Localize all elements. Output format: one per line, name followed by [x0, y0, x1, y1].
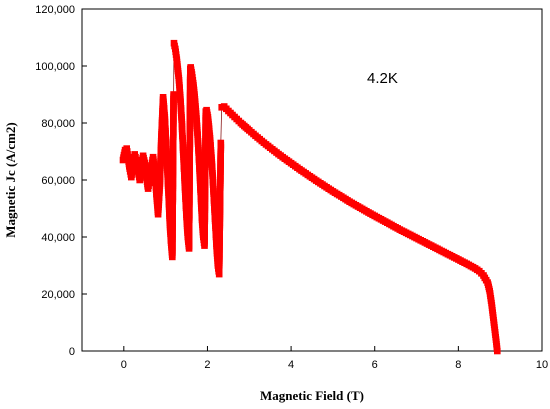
data-point [170, 91, 177, 98]
y-tick-label: 0 [69, 346, 75, 358]
y-tick-label: 100,000 [35, 61, 75, 73]
data-point [217, 139, 225, 147]
data-series [119, 39, 501, 355]
y-tick-label: 40,000 [41, 232, 75, 244]
x-tick-label: 10 [536, 359, 548, 371]
x-axis: 0 2 4 6 8 10 [121, 346, 548, 371]
x-tick-label: 4 [288, 359, 294, 371]
x-tick-label: 0 [121, 359, 127, 371]
y-axis: 0 20,000 40,000 60,000 80,000 100,000 120,000 [35, 4, 87, 358]
x-axis-title: Magnetic Field (T) [260, 388, 364, 403]
y-tick-label: 80,000 [41, 118, 75, 130]
y-tick-label: 20,000 [41, 289, 75, 301]
y-tick-label: 120,000 [35, 4, 75, 16]
x-tick-label: 2 [204, 359, 210, 371]
x-tick-label: 6 [372, 359, 378, 371]
temperature-annotation: 4.2K [367, 70, 398, 87]
y-axis-title: Magnetic Jc (A/cm2) [3, 122, 18, 238]
data-point [494, 347, 501, 355]
x-tick-label: 8 [455, 359, 461, 371]
y-tick-label: 60,000 [41, 175, 75, 187]
